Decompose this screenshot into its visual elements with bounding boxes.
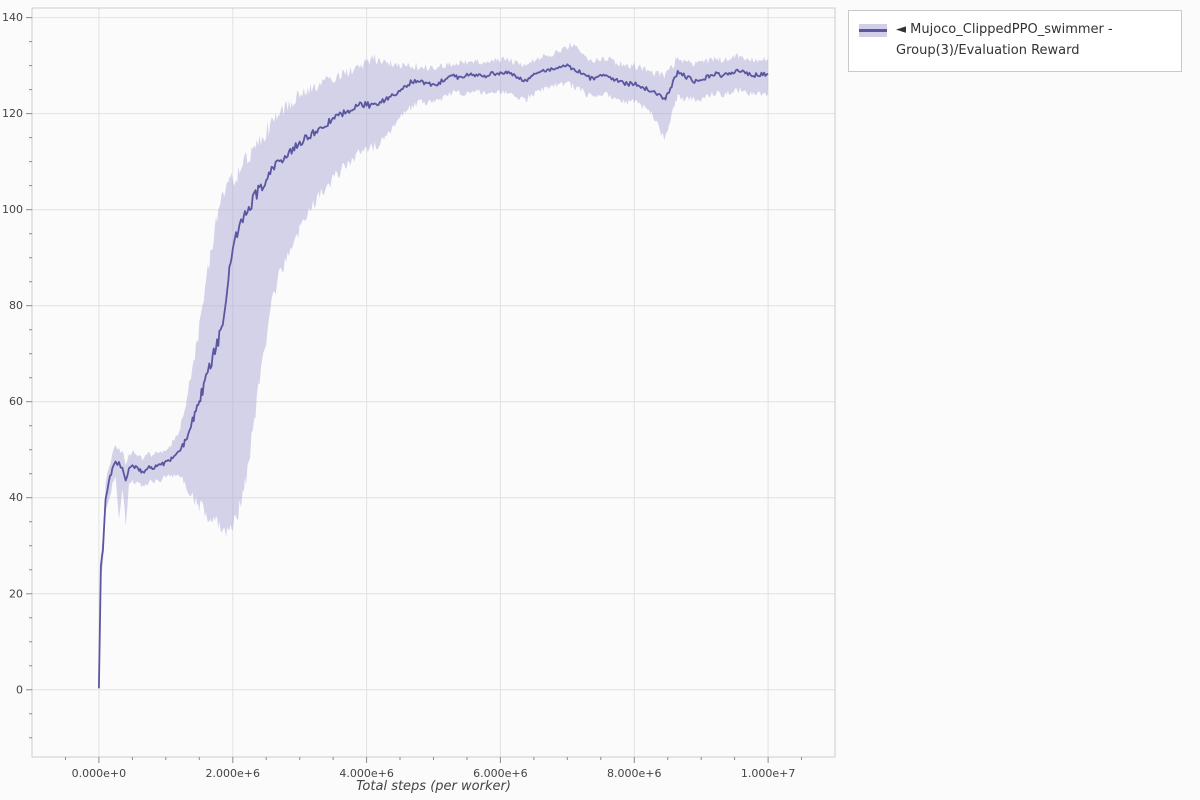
x-tick-label: 6.000e+6 bbox=[473, 767, 527, 780]
x-tick-label: 2.000e+6 bbox=[206, 767, 260, 780]
confidence-band bbox=[98, 42, 769, 689]
gridlines bbox=[32, 8, 835, 757]
x-tick-label: 8.000e+6 bbox=[607, 767, 661, 780]
y-tick-label: 120 bbox=[2, 107, 23, 120]
y-tick-label: 20 bbox=[9, 587, 23, 600]
y-tick-label: 100 bbox=[2, 203, 23, 216]
legend-swatch bbox=[859, 24, 887, 37]
legend[interactable]: ◄ Mujoco_ClippedPPO_swimmer - Group(3)/E… bbox=[848, 10, 1182, 72]
plot-frame bbox=[31, 7, 836, 758]
x-tick-label: 0.000e+0 bbox=[72, 767, 126, 780]
legend-label: ◄ Mujoco_ClippedPPO_swimmer - Group(3)/E… bbox=[896, 22, 1113, 58]
x-tick-label: 1.000e+7 bbox=[741, 767, 795, 780]
y-tick-label: 40 bbox=[9, 491, 23, 504]
legend-swatch-line bbox=[859, 29, 887, 32]
x-tick-label: 4.000e+6 bbox=[339, 767, 393, 780]
y-tick-label: 80 bbox=[9, 299, 23, 312]
axes: 0 20 40 60 80 100 120 140 0.000e+0 2.000e+6 4.000e… bbox=[2, 11, 802, 780]
y-tick-label: 60 bbox=[9, 395, 23, 408]
mean-line bbox=[98, 63, 769, 689]
x-axis-label: Total steps (per worker) bbox=[356, 779, 511, 794]
y-tick-label: 140 bbox=[2, 11, 23, 24]
y-tick-label: 0 bbox=[16, 683, 23, 696]
